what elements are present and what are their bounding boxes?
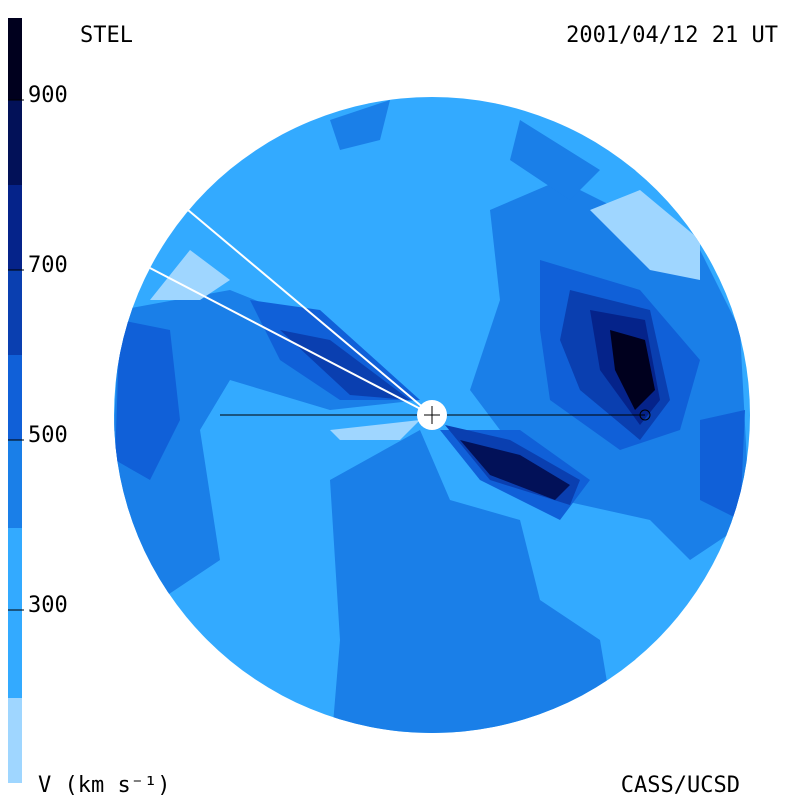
credit: CASS/UCSD <box>621 773 740 798</box>
colorbar-tick: 900 <box>28 83 68 108</box>
colorbar-tick: 500 <box>28 423 68 448</box>
timestamp: 2001/04/12 21 UT <box>566 23 778 48</box>
colorbar <box>8 18 24 783</box>
colorbar-label: V (km s⁻¹) <box>38 773 170 798</box>
source-label: STEL <box>80 23 133 48</box>
colorbar-tick: 300 <box>28 593 68 618</box>
colorbar-tick: 700 <box>28 253 68 278</box>
earth <box>639 409 651 421</box>
sector-line <box>187 209 433 416</box>
sector-line <box>149 267 433 416</box>
